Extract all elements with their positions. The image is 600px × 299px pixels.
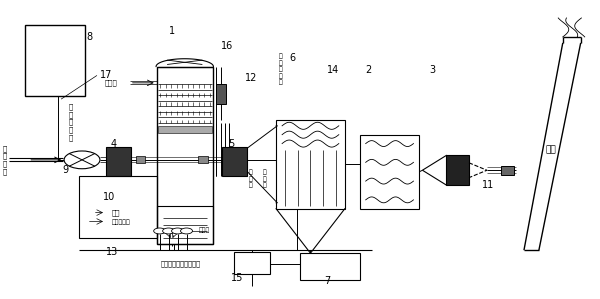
Text: 8: 8 bbox=[87, 32, 93, 42]
Text: 17: 17 bbox=[100, 71, 112, 80]
Bar bbox=[360, 135, 419, 209]
Text: 12: 12 bbox=[245, 74, 257, 83]
Bar bbox=[223, 147, 247, 176]
Text: 烟囱: 烟囱 bbox=[545, 145, 556, 154]
Text: 4: 4 bbox=[110, 138, 117, 149]
Text: 2: 2 bbox=[365, 65, 372, 74]
Circle shape bbox=[163, 228, 175, 234]
Bar bbox=[500, 166, 514, 175]
Text: 锅
炉
烟
气: 锅 炉 烟 气 bbox=[2, 145, 7, 175]
Text: 10: 10 bbox=[103, 192, 115, 202]
Circle shape bbox=[154, 228, 166, 234]
Text: 工艺水: 工艺水 bbox=[105, 80, 118, 86]
Bar bbox=[217, 84, 226, 103]
Text: 1: 1 bbox=[169, 26, 175, 36]
Bar bbox=[276, 120, 345, 209]
Text: 石灰石浆液: 石灰石浆液 bbox=[112, 219, 131, 225]
Bar bbox=[199, 156, 208, 164]
Bar bbox=[157, 206, 214, 244]
Bar bbox=[79, 176, 157, 238]
Bar bbox=[300, 253, 360, 280]
Bar bbox=[235, 252, 270, 274]
Bar bbox=[158, 126, 212, 133]
Text: 除
盐
水: 除 盐 水 bbox=[262, 170, 266, 188]
Bar bbox=[157, 67, 214, 244]
Text: 11: 11 bbox=[482, 180, 494, 190]
Text: 空气: 空气 bbox=[112, 210, 121, 216]
Bar bbox=[25, 25, 85, 96]
Text: 14: 14 bbox=[327, 65, 339, 74]
Text: 冷
凝
水: 冷 凝 水 bbox=[249, 170, 253, 188]
Text: 15: 15 bbox=[231, 273, 244, 283]
Bar bbox=[446, 155, 469, 185]
Text: 循环泵: 循环泵 bbox=[199, 227, 210, 233]
Text: 6: 6 bbox=[289, 53, 295, 63]
Text: 16: 16 bbox=[221, 41, 233, 51]
Bar bbox=[106, 147, 131, 176]
Circle shape bbox=[172, 228, 184, 234]
Text: 7: 7 bbox=[324, 276, 330, 286]
Circle shape bbox=[64, 151, 100, 169]
Text: 9: 9 bbox=[62, 165, 68, 175]
Text: 13: 13 bbox=[106, 247, 118, 257]
Text: 低
温
储
废
水: 低 温 储 废 水 bbox=[278, 54, 282, 85]
Bar bbox=[136, 156, 145, 164]
Text: 5: 5 bbox=[228, 138, 235, 149]
Text: 高
温
除
盐
水: 高 温 除 盐 水 bbox=[69, 103, 73, 141]
Circle shape bbox=[181, 228, 193, 234]
Text: 3: 3 bbox=[430, 65, 436, 74]
Text: 初冷凝器脱热后脱盐水: 初冷凝器脱热后脱盐水 bbox=[161, 260, 200, 267]
